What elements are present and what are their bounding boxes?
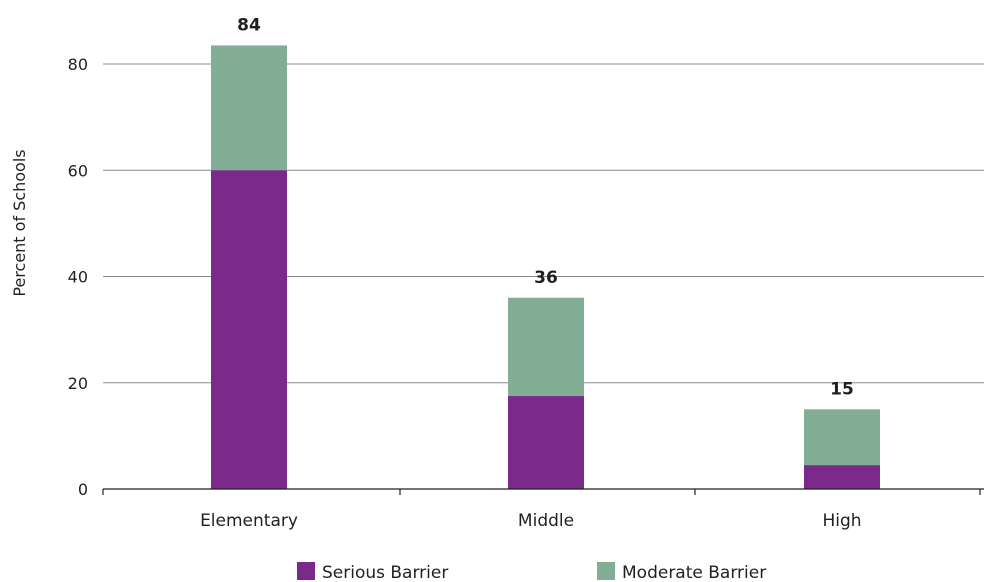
bar-segment-moderate-barrier [211, 45, 287, 171]
bar-segment-serious-barrier [804, 465, 880, 489]
y-tick-label: 40 [68, 268, 88, 287]
bar-total-label: 84 [237, 15, 261, 35]
y-tick-label: 60 [68, 161, 88, 180]
x-category-label: High [822, 511, 861, 531]
legend: Serious Barrier Moderate Barrier [297, 562, 766, 582]
x-axis-categories: Elementary Middle High [200, 511, 861, 531]
bar-total-labels: 84 36 15 [237, 15, 854, 399]
y-axis-label: Percent of Schools [10, 149, 29, 296]
bar-segment-serious-barrier [211, 170, 287, 489]
legend-label: Serious Barrier [322, 563, 448, 582]
bar-total-label: 36 [534, 268, 558, 288]
y-tick-label: 80 [68, 55, 88, 74]
legend-swatch [297, 562, 315, 580]
x-category-label: Elementary [200, 511, 298, 531]
legend-swatch [597, 562, 615, 580]
bar-segment-moderate-barrier [804, 409, 880, 466]
x-category-label: Middle [518, 511, 574, 531]
y-tick-label: 20 [68, 374, 88, 393]
bar-total-label: 15 [830, 379, 854, 399]
x-axis [102, 488, 984, 495]
y-axis-ticks: 0 20 40 60 80 [68, 55, 88, 499]
bar-segment-serious-barrier [508, 396, 584, 489]
bar-group [211, 45, 880, 489]
y-tick-label: 0 [78, 480, 88, 499]
bar-segment-moderate-barrier [508, 297, 584, 397]
legend-label: Moderate Barrier [622, 563, 766, 582]
